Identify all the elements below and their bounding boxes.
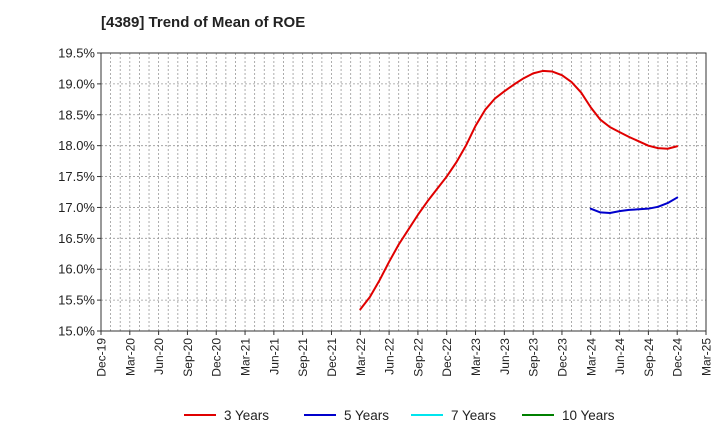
- y-tick-label: 19.5%: [58, 46, 95, 61]
- x-tick-label: Mar-21: [239, 338, 253, 376]
- x-tick-label: Sep-23: [527, 338, 541, 377]
- y-tick-label: 19.0%: [58, 76, 95, 91]
- x-tick-label: Mar-20: [123, 338, 137, 376]
- y-tick-label: 15.5%: [58, 293, 95, 308]
- x-tick-label: Mar-24: [584, 338, 598, 376]
- series-layer: [359, 69, 679, 311]
- x-tick-label: Dec-21: [325, 338, 339, 377]
- y-tick-label: 17.0%: [58, 200, 95, 215]
- legend-label-10-years: 10 Years: [562, 408, 615, 423]
- x-tick-label: Dec-20: [210, 338, 224, 377]
- grid-layer: [101, 53, 706, 331]
- series-line-3-years: [359, 69, 679, 311]
- legend: 3 Years 5 Years 7 Years 10 Years: [184, 408, 615, 423]
- axis-layer: 15.0% 15.5% 16.0% 16.5% 17.0% 17.5% 18.0% 18.5%…: [58, 46, 713, 377]
- legend-label-3-years: 3 Years: [224, 408, 269, 423]
- chart-title: [4389] Trend of Mean of ROE: [101, 14, 306, 31]
- x-tick-label: Jun-24: [613, 338, 627, 375]
- x-tick-label: Dec-22: [440, 338, 454, 377]
- x-tick-label: Sep-24: [642, 338, 656, 377]
- y-tick-label: 17.5%: [58, 169, 95, 184]
- legend-label-7-years: 7 Years: [451, 408, 496, 423]
- x-tick-label: Dec-19: [95, 338, 109, 377]
- x-tick-label: Jun-23: [498, 338, 512, 375]
- x-tick-label: Mar-25: [700, 338, 714, 376]
- x-tick-label: Jun-20: [152, 338, 166, 375]
- y-tick-label: 16.5%: [58, 231, 95, 246]
- y-tick-label: 18.5%: [58, 107, 95, 122]
- x-tick-label: Dec-23: [555, 338, 569, 377]
- y-tick-label: 18.0%: [58, 138, 95, 153]
- y-tick-label: 15.0%: [58, 324, 95, 339]
- x-tick-label: Dec-24: [671, 338, 685, 377]
- x-tick-label: Mar-23: [469, 338, 483, 376]
- x-tick-label: Sep-22: [411, 338, 425, 377]
- x-tick-label: Sep-20: [181, 338, 195, 377]
- legend-label-5-years: 5 Years: [344, 408, 389, 423]
- plot-frame: [100, 52, 707, 332]
- x-tick-label: Sep-21: [296, 338, 310, 377]
- series-line-5-years: [589, 196, 679, 214]
- y-tick-label: 16.0%: [58, 262, 95, 277]
- x-tick-label: Jun-22: [383, 338, 397, 375]
- x-tick-label: Jun-21: [267, 338, 281, 375]
- x-tick-label: Mar-22: [354, 338, 368, 376]
